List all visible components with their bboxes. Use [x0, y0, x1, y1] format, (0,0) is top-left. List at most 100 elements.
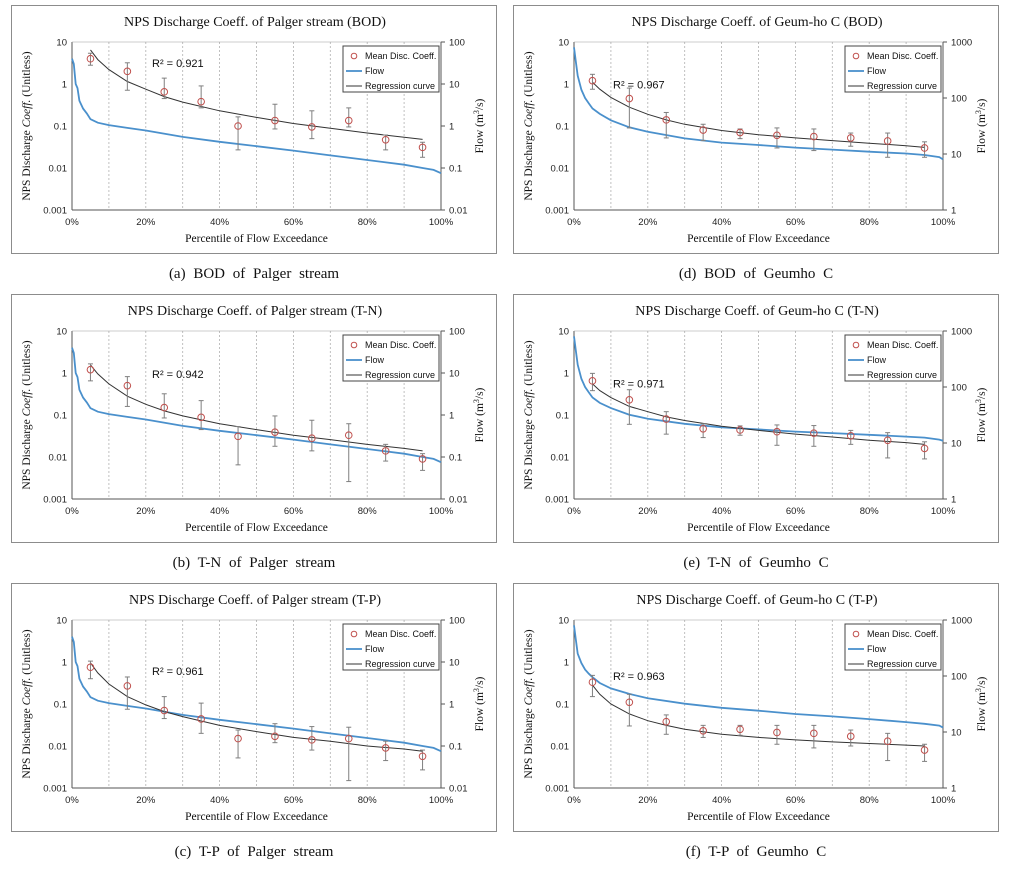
mean-marker [920, 746, 929, 754]
y-left-tick-label: 0.01 [551, 453, 570, 464]
data-point [160, 696, 169, 720]
caption-c: (c) T-P of Palger stream [174, 844, 334, 860]
y-left-axis-label: NPS Discharge Coeff. (Unitless) [21, 51, 33, 200]
flow-line [573, 47, 944, 161]
flow-line [573, 625, 944, 729]
y-left-tick-label: 10 [558, 616, 569, 627]
y-left-tick-label: 1 [62, 369, 67, 380]
mean-marker [234, 432, 242, 441]
chart-title: NPS Discharge Coeff. of Palger stream (T… [128, 304, 383, 319]
x-tick-label: 60% [786, 506, 806, 517]
chart-svg-e: NPS Discharge Coeff. of Geum-ho C (T-N) 0… [523, 304, 988, 534]
y-right-tick-label: 0.1 [449, 742, 462, 753]
y-right-tick-label: 1000 [951, 327, 972, 338]
mean-marker [810, 132, 818, 141]
chart-title: NPS Discharge Coeff. of Geum-ho C (T-N) [635, 304, 879, 319]
y-left-label-part: (Unitless) [523, 51, 535, 99]
legend-label: Flow [365, 355, 385, 365]
data-point [234, 729, 242, 759]
y-left-tick-label: 0.1 [556, 122, 569, 133]
mean-marker [418, 752, 427, 761]
mean-marker [271, 116, 279, 125]
y-left-tick-label: 10 [56, 616, 67, 627]
y-left-label-part: NPS Discharge [523, 705, 535, 778]
x-axis-label: Percentile of Flow Exceedance [185, 233, 328, 245]
x-tick-label: 40% [210, 217, 230, 228]
y-left-tick-label: 0.1 [54, 122, 67, 133]
legend-marker-icon [852, 52, 860, 60]
legend-label: Mean Disc. Coeff. [365, 629, 436, 639]
x-tick-label: 60% [786, 795, 806, 806]
y-right-label-part: Flow (m [474, 403, 486, 442]
mean-marker [197, 97, 205, 106]
y-left-label-part: Coeff. [21, 100, 33, 128]
y-left-label-part: NPS Discharge [21, 705, 33, 778]
mean-marker [123, 682, 132, 690]
mean-marker [308, 736, 316, 744]
legend-marker-icon [852, 630, 860, 638]
y-right-label-part: Flow (m [976, 114, 988, 153]
y-right-tick-label: 10 [449, 369, 460, 380]
data-point [123, 376, 132, 407]
x-tick-label: 100% [931, 217, 956, 228]
x-tick-label: 60% [786, 217, 806, 228]
chart-svg-c: NPS Discharge Coeff. of Palger stream (T… [21, 593, 486, 823]
legend-label: Flow [867, 355, 887, 365]
data-point [773, 424, 781, 446]
x-tick-label: 0% [567, 506, 581, 517]
legend-marker-icon [852, 341, 860, 349]
data-point [736, 425, 744, 436]
data-point [625, 693, 634, 727]
y-right-axis-label: Flow (m3/s) [472, 676, 486, 731]
legend-label: Regression curve [365, 659, 435, 669]
y-right-label-part: Flow (m [976, 692, 988, 731]
mean-marker [381, 447, 390, 455]
data-point [846, 729, 855, 747]
y-left-tick-label: 10 [558, 38, 569, 49]
y-right-tick-label: 1000 [951, 616, 972, 627]
x-tick-label: 80% [860, 217, 880, 228]
data-point [773, 127, 781, 149]
mean-marker [810, 429, 818, 437]
mean-marker [920, 144, 929, 152]
y-right-label-superscript: 3 [974, 399, 983, 403]
data-point [625, 389, 634, 425]
flow-line [71, 636, 442, 753]
data-point [699, 123, 707, 142]
mean-marker [381, 135, 390, 144]
legend-label: Regression curve [365, 370, 435, 380]
mean-marker [308, 434, 316, 443]
y-right-label-part: /s) [976, 98, 988, 110]
x-tick-label: 20% [638, 795, 658, 806]
y-right-label-part: /s) [474, 98, 486, 110]
legend-box [342, 623, 440, 671]
y-left-tick-label: 1 [564, 80, 569, 91]
mean-marker [773, 427, 781, 436]
mean-marker [197, 715, 205, 723]
y-right-label-part: /s) [976, 676, 988, 688]
caption-f: (f) T-P of Geumho C [685, 844, 827, 860]
data-point [197, 400, 205, 431]
x-tick-label: 0% [567, 217, 581, 228]
data-point [308, 419, 316, 452]
y-left-label-part: Coeff. [523, 100, 535, 128]
y-right-tick-label: 0.1 [449, 453, 462, 464]
r-squared-label: R² = 0.961 [152, 666, 204, 678]
y-left-tick-label: 1 [564, 658, 569, 669]
data-point [773, 724, 781, 745]
x-tick-label: 100% [931, 795, 956, 806]
caption-b: (b) T-N of Palger stream [172, 555, 336, 571]
chart-title: NPS Discharge Coeff. of Palger stream (B… [124, 15, 386, 30]
legend-label: Regression curve [867, 370, 937, 380]
y-left-tick-label: 0.001 [545, 495, 569, 506]
mean-marker [736, 128, 744, 137]
mean-marker [197, 413, 205, 422]
mean-marker [810, 729, 818, 738]
y-right-tick-label: 10 [951, 439, 962, 450]
x-axis-label: Percentile of Flow Exceedance [687, 811, 830, 823]
y-right-tick-label: 1 [951, 495, 956, 506]
y-left-label-part: NPS Discharge [21, 127, 33, 200]
y-left-tick-label: 0.01 [551, 164, 570, 175]
y-right-tick-label: 10 [951, 150, 962, 161]
data-point [418, 749, 427, 771]
